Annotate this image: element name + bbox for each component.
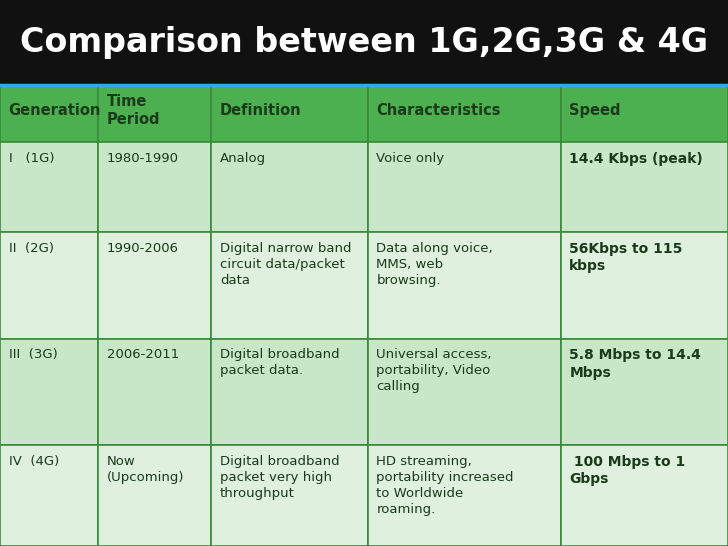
Text: 1990-2006: 1990-2006: [107, 242, 179, 255]
Text: II  (2G): II (2G): [9, 242, 54, 255]
Bar: [0, 339, 98, 445]
Text: IV  (4G): IV (4G): [9, 455, 59, 468]
Text: HD streaming,
portability increased
to Worldwide
roaming.: HD streaming, portability increased to W…: [376, 455, 514, 516]
Text: 100 Mbps to 1
Gbps: 100 Mbps to 1 Gbps: [569, 455, 686, 486]
Bar: [561, 339, 728, 445]
Text: Analog: Analog: [220, 152, 266, 165]
Bar: [211, 339, 368, 445]
Bar: [98, 339, 211, 445]
Bar: [0, 445, 98, 546]
Text: Digital broadband
packet data.: Digital broadband packet data.: [220, 348, 339, 377]
Bar: [561, 232, 728, 339]
Bar: [98, 85, 211, 142]
Text: Generation: Generation: [9, 103, 101, 118]
Text: Universal access,
portability, Video
calling: Universal access, portability, Video cal…: [376, 348, 492, 393]
Text: Data along voice,
MMS, web
browsing.: Data along voice, MMS, web browsing.: [376, 242, 493, 287]
Bar: [0, 142, 98, 232]
Bar: [98, 142, 211, 232]
Text: Speed: Speed: [569, 103, 621, 118]
Text: Digital broadband
packet very high
throughput: Digital broadband packet very high throu…: [220, 455, 339, 500]
Bar: [368, 232, 561, 339]
Bar: [368, 85, 561, 142]
Text: 2006-2011: 2006-2011: [107, 348, 179, 361]
Text: I   (1G): I (1G): [9, 152, 55, 165]
Bar: [561, 445, 728, 546]
Bar: [368, 142, 561, 232]
Text: Digital narrow band
circuit data/packet
data: Digital narrow band circuit data/packet …: [220, 242, 352, 287]
Text: Characteristics: Characteristics: [376, 103, 501, 118]
Text: III  (3G): III (3G): [9, 348, 58, 361]
Text: 14.4 Kbps (peak): 14.4 Kbps (peak): [569, 152, 703, 166]
Text: Time
Period: Time Period: [107, 94, 160, 127]
Text: Now
(Upcoming): Now (Upcoming): [107, 455, 184, 484]
Text: Definition: Definition: [220, 103, 301, 118]
Bar: [211, 85, 368, 142]
Bar: [0, 232, 98, 339]
Text: 56Kbps to 115
kbps: 56Kbps to 115 kbps: [569, 242, 683, 273]
Text: 1980-1990: 1980-1990: [107, 152, 179, 165]
Bar: [211, 142, 368, 232]
Bar: [98, 232, 211, 339]
Bar: [561, 85, 728, 142]
Bar: [368, 445, 561, 546]
Text: Comparison between 1G,2G,3G & 4G: Comparison between 1G,2G,3G & 4G: [20, 26, 708, 59]
Bar: [0, 85, 98, 142]
Bar: [561, 142, 728, 232]
Bar: [211, 445, 368, 546]
Bar: [368, 339, 561, 445]
Text: Voice only: Voice only: [376, 152, 445, 165]
Bar: [98, 445, 211, 546]
Text: 5.8 Mbps to 14.4
Mbps: 5.8 Mbps to 14.4 Mbps: [569, 348, 701, 379]
Bar: [211, 232, 368, 339]
